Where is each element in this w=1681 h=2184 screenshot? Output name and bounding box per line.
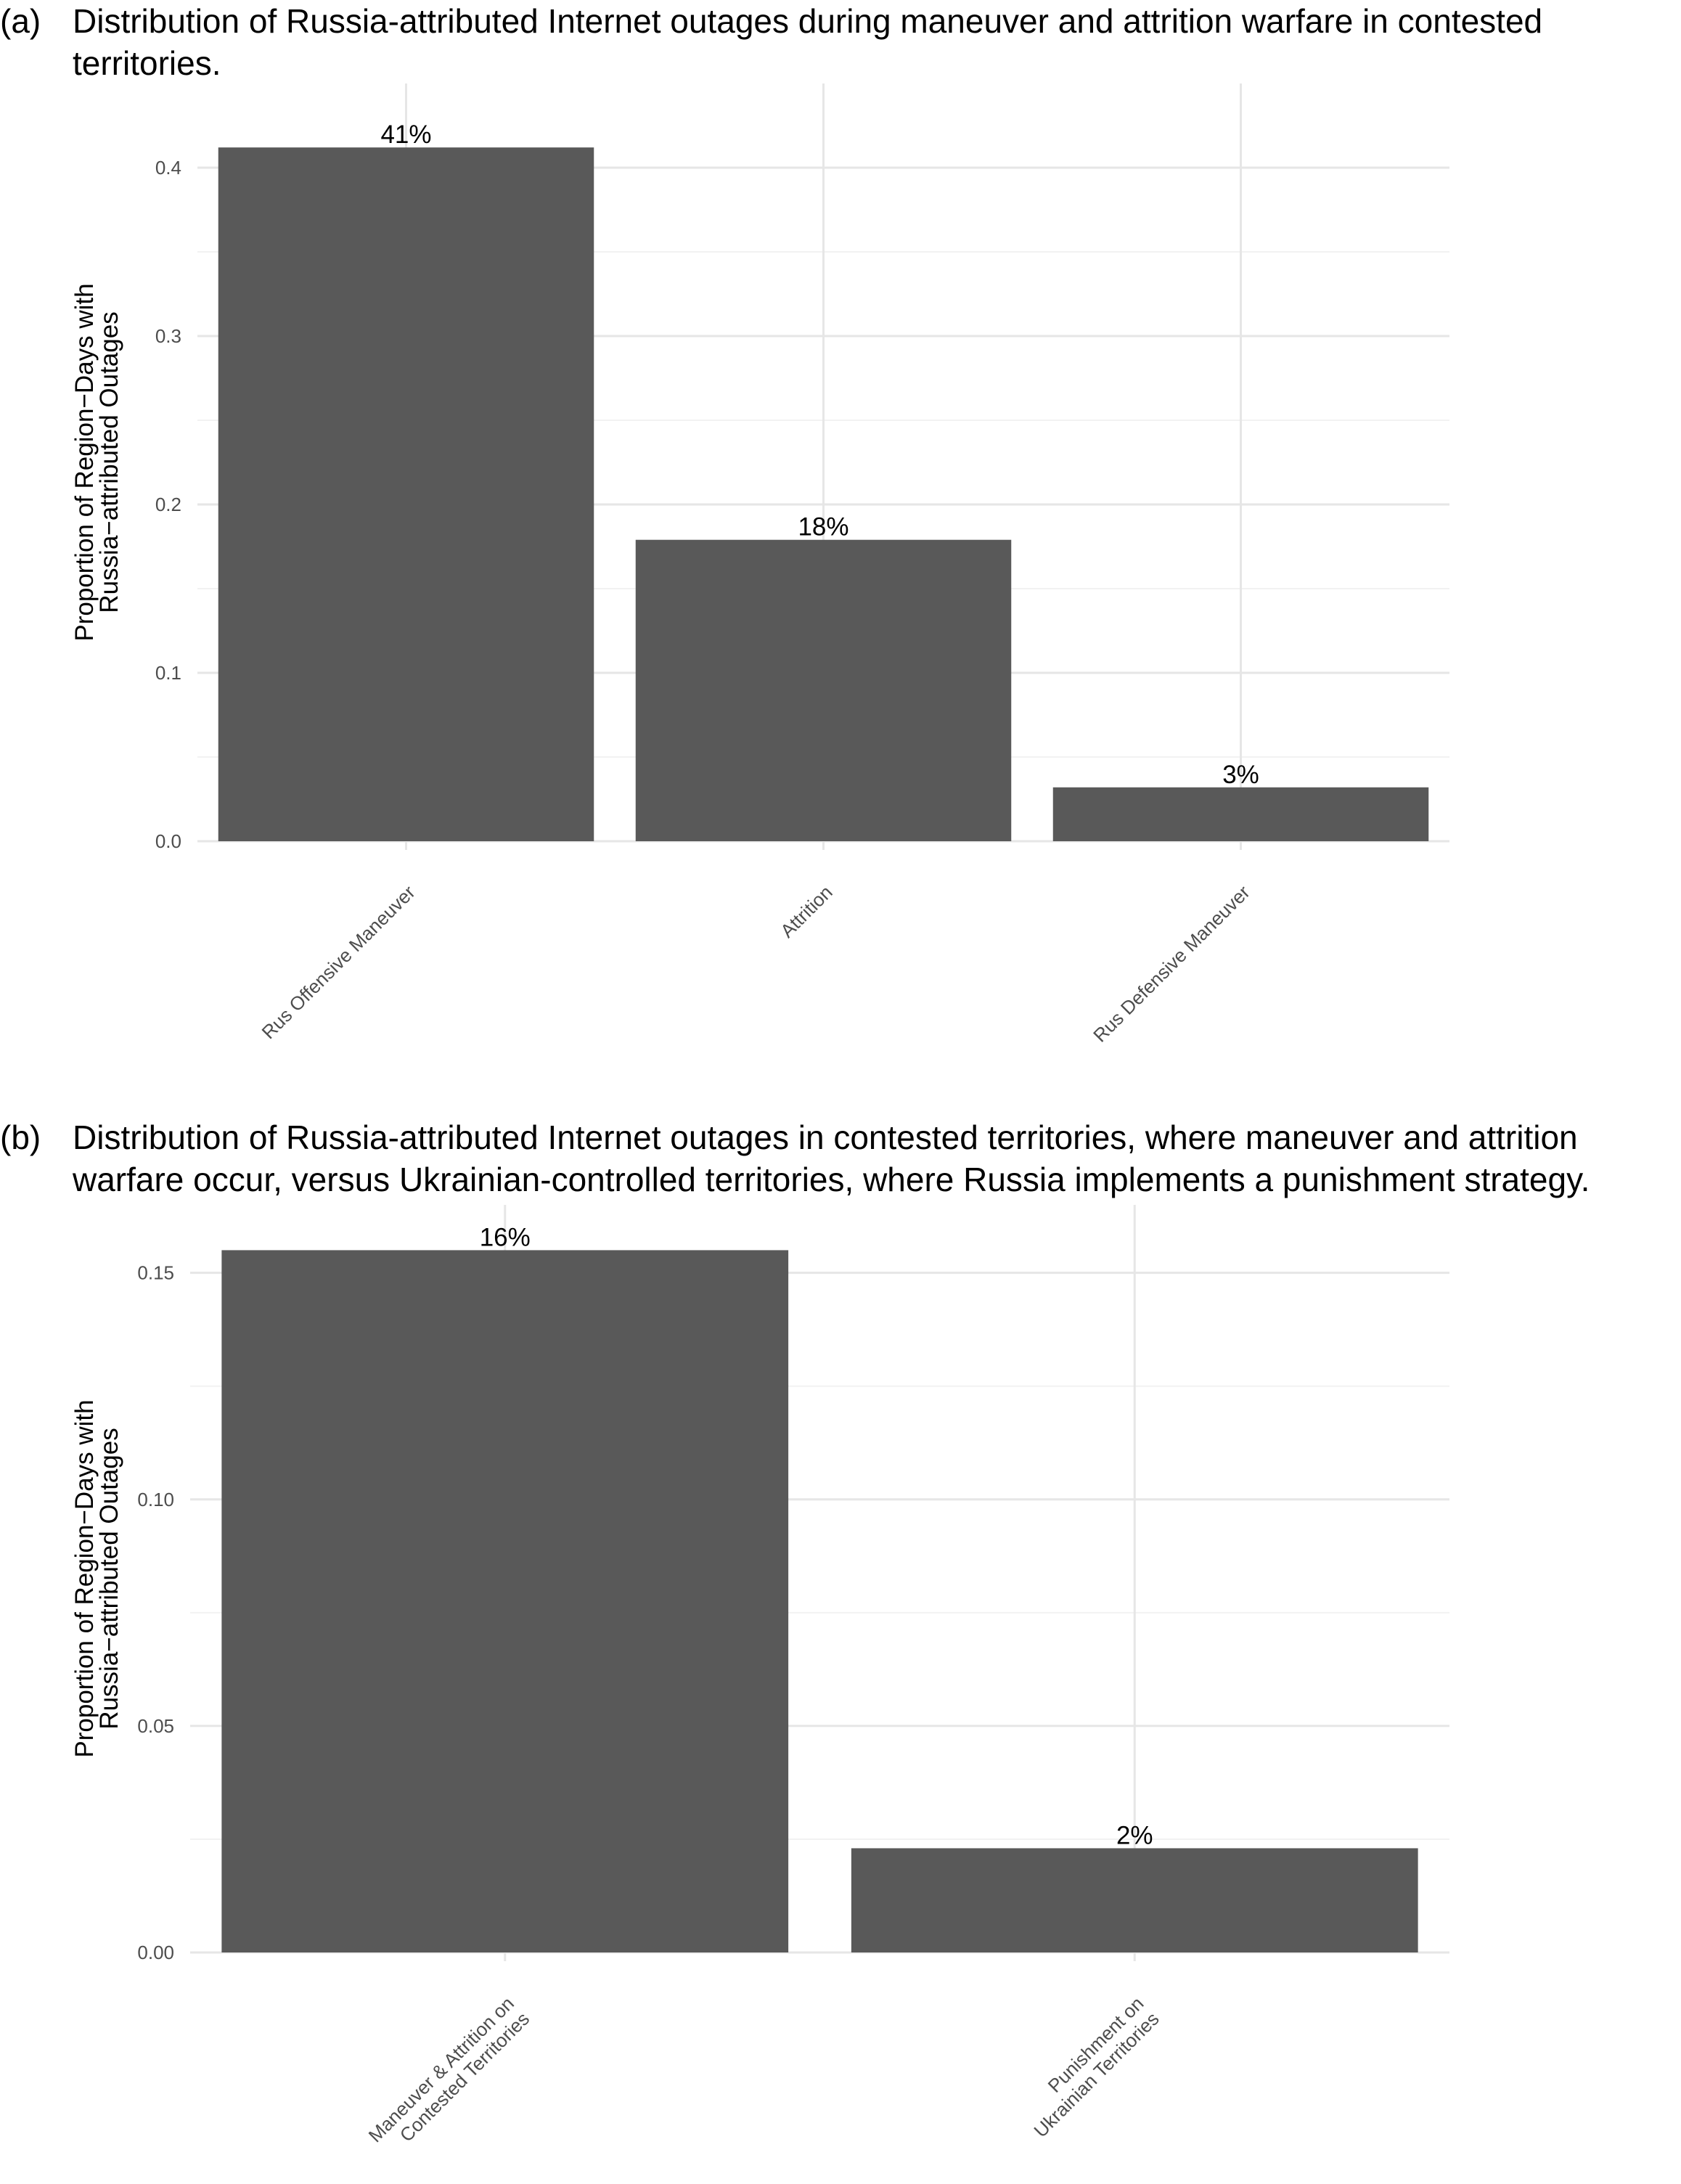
data-label: 41% <box>380 120 431 149</box>
x-tick-label-line: Maneuver & Attrition on <box>364 1992 518 2146</box>
y-axis-label: Proportion of Region−Days withRussia−att… <box>70 1399 123 1757</box>
y-tick-label: 0.15 <box>137 1262 174 1284</box>
y-tick-label: 0.2 <box>155 494 181 515</box>
x-tick-label: Maneuver & Attrition onContested Territo… <box>364 1992 534 2162</box>
y-tick-label: 0.05 <box>137 1715 174 1737</box>
x-tick-label-line: Rus Offensive Maneuver <box>258 881 420 1043</box>
y-tick-label: 0.4 <box>155 157 181 179</box>
x-tick-label: Rus Defensive Maneuver <box>1089 881 1254 1047</box>
panel-a-letter: (a) <box>0 2 41 40</box>
chart-a: 0.0 0.1 0.2 0.3 0.4 41% 18% 3% Rus Offensive Man… <box>70 83 1449 1047</box>
data-label: 16% <box>480 1223 531 1251</box>
y-tick-label: 0.10 <box>137 1489 174 1510</box>
y-tick-label: 0.00 <box>137 1942 174 1963</box>
panel-b-letter: (b) <box>0 1118 41 1156</box>
data-label: 2% <box>1116 1821 1153 1849</box>
bar <box>1052 787 1429 841</box>
bar <box>635 539 1012 841</box>
chart-b: 0.00 0.05 0.10 0.15 16% 2% Maneuver & Attritio… <box>70 1205 1449 2162</box>
bar <box>851 1848 1418 1952</box>
y-axis-label-line: Proportion of Region−Days with <box>70 283 99 641</box>
data-label: 3% <box>1222 761 1259 789</box>
y-tick-label: 0.1 <box>155 662 181 684</box>
y-axis-label-line: Russia−attributed Outages <box>95 1428 123 1729</box>
x-tick-label: Rus Offensive Maneuver <box>258 881 420 1043</box>
x-tick-label: Attrition <box>776 881 837 942</box>
x-tick-label-line: Attrition <box>776 881 837 942</box>
x-tick-label-line: Contested Territories <box>396 2008 534 2146</box>
x-tick-label: Punishment onUkrainian Territories <box>1014 1992 1163 2142</box>
panel-b-title: Distribution of Russia-attributed Intern… <box>73 1118 1590 1198</box>
y-axis-label-line: Proportion of Region−Days with <box>70 1399 99 1757</box>
data-label: 18% <box>798 513 848 541</box>
bar <box>221 1250 789 1952</box>
y-tick-label: 0.3 <box>155 325 181 347</box>
bar <box>218 147 594 841</box>
x-tick-label-line: Rus Defensive Maneuver <box>1089 881 1254 1047</box>
y-axis-label-line: Russia−attributed Outages <box>95 311 123 613</box>
y-axis-label: Proportion of Region−Days withRussia−att… <box>70 283 123 641</box>
y-tick-label: 0.0 <box>155 830 181 852</box>
panel-a-title: Distribution of Russia-attributed Intern… <box>73 2 1543 82</box>
